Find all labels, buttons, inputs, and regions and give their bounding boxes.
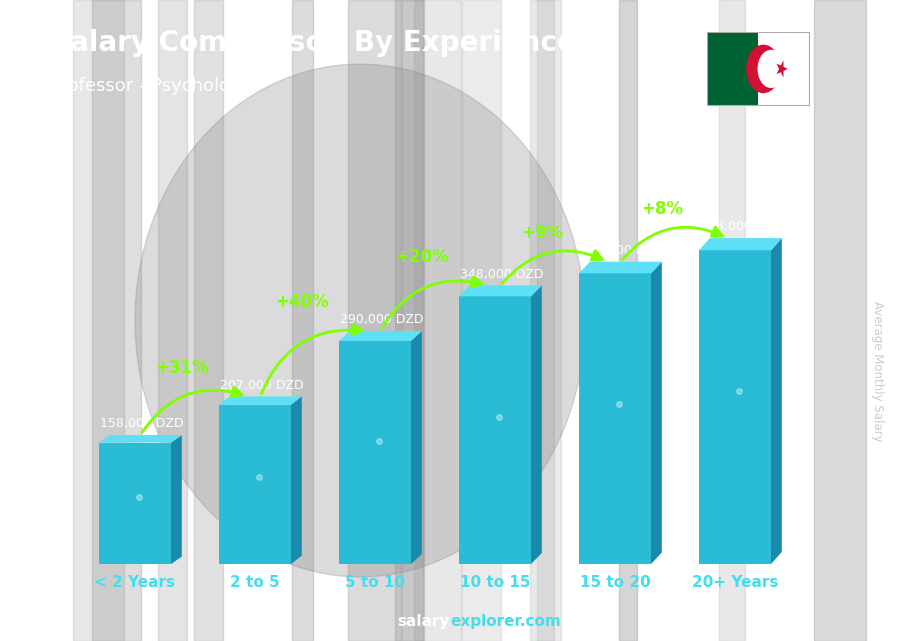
FancyBboxPatch shape	[699, 250, 771, 564]
Ellipse shape	[135, 64, 585, 577]
Polygon shape	[771, 238, 782, 564]
Text: +9%: +9%	[521, 224, 563, 242]
Polygon shape	[651, 262, 661, 564]
Text: 378,000 DZD: 378,000 DZD	[580, 244, 664, 257]
Text: Professor - Psychology: Professor - Psychology	[50, 77, 252, 95]
FancyBboxPatch shape	[99, 442, 171, 564]
Bar	[719, 0, 745, 641]
Text: salary: salary	[398, 615, 450, 629]
FancyBboxPatch shape	[219, 405, 291, 564]
Text: 158,000 DZD: 158,000 DZD	[101, 417, 184, 430]
Text: Salary Comparison By Experience: Salary Comparison By Experience	[50, 29, 575, 57]
Bar	[814, 0, 867, 641]
Text: 290,000 DZD: 290,000 DZD	[340, 313, 424, 326]
Text: Average Monthly Salary: Average Monthly Salary	[871, 301, 884, 442]
Bar	[414, 0, 461, 641]
Polygon shape	[291, 396, 302, 564]
Bar	[758, 32, 810, 106]
Text: 348,000 DZD: 348,000 DZD	[461, 268, 544, 281]
Polygon shape	[219, 396, 302, 405]
Bar	[462, 0, 501, 641]
Bar	[395, 0, 423, 641]
Bar	[194, 0, 222, 641]
Polygon shape	[339, 331, 422, 341]
FancyBboxPatch shape	[459, 296, 531, 564]
Polygon shape	[459, 285, 542, 296]
Text: 207,000 DZD: 207,000 DZD	[220, 379, 304, 392]
Text: +31%: +31%	[156, 358, 209, 376]
Circle shape	[747, 46, 780, 92]
FancyBboxPatch shape	[339, 341, 411, 564]
Text: +20%: +20%	[395, 247, 449, 265]
Bar	[618, 0, 637, 641]
Polygon shape	[411, 331, 422, 564]
Bar	[530, 0, 554, 641]
Polygon shape	[579, 262, 662, 273]
Text: +8%: +8%	[641, 200, 683, 218]
Polygon shape	[699, 238, 782, 250]
Polygon shape	[777, 60, 788, 78]
Text: explorer.com: explorer.com	[450, 615, 561, 629]
Bar	[92, 0, 141, 641]
Bar	[706, 32, 758, 106]
Bar	[158, 0, 186, 641]
Bar	[292, 0, 313, 641]
FancyBboxPatch shape	[579, 273, 651, 564]
Polygon shape	[531, 285, 542, 564]
Polygon shape	[171, 435, 182, 564]
Bar	[348, 0, 400, 641]
Circle shape	[758, 51, 784, 87]
Bar	[537, 0, 562, 641]
Text: 408,000 DZD: 408,000 DZD	[700, 221, 784, 233]
Text: +40%: +40%	[275, 293, 328, 311]
Bar	[73, 0, 123, 641]
Bar	[401, 0, 424, 641]
Polygon shape	[99, 435, 182, 442]
